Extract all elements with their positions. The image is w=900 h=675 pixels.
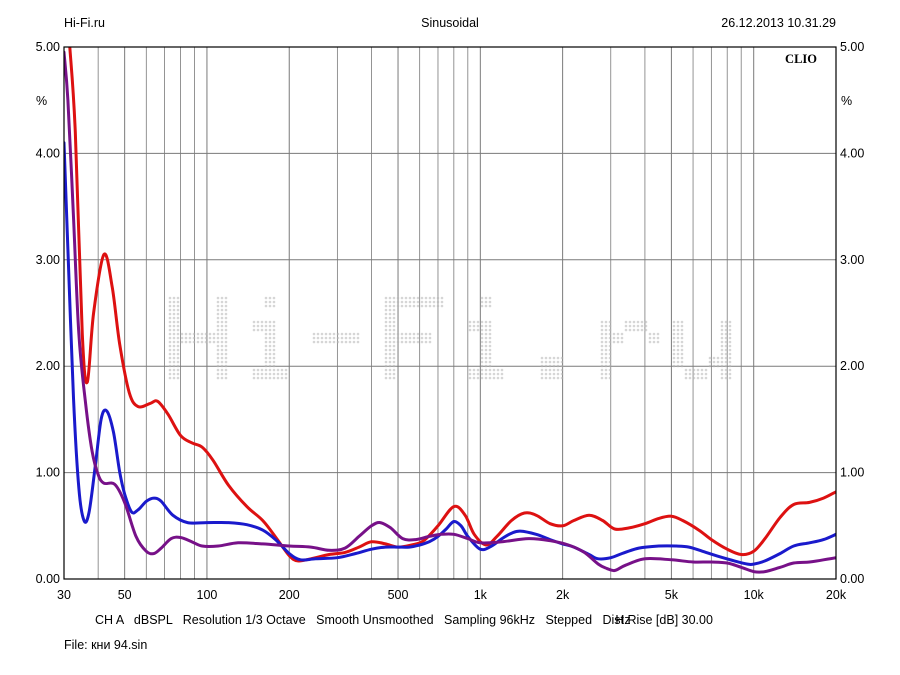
x-tick-label: 20k <box>826 588 847 602</box>
header-title: Sinusoidal <box>421 16 479 30</box>
header-date: 26.12.2013 10.31.29 <box>721 16 836 30</box>
watermark-logo <box>168 296 732 380</box>
series-line-2 <box>64 141 836 566</box>
x-tick-label: 500 <box>388 588 409 602</box>
y-tick-label-right: 5.00 <box>840 40 864 54</box>
y-tick-label-left: 5.00 <box>36 40 60 54</box>
y-tick-label-right: 0.00 <box>840 572 864 586</box>
x-tick-label: 2k <box>556 588 570 602</box>
x-tick-label: 10k <box>744 588 765 602</box>
x-tick-label: 100 <box>197 588 218 602</box>
y-tick-label-right: 1.00 <box>840 466 864 480</box>
x-tick-label: 5k <box>665 588 679 602</box>
grid <box>64 47 836 579</box>
y-tick-label-left: 1.00 <box>36 466 60 480</box>
series-line-3 <box>64 50 836 574</box>
series-group <box>64 47 836 574</box>
y-tick-label-left: 4.00 <box>36 146 60 160</box>
header-left: Hi-Fi.ru <box>64 16 105 30</box>
brand-label: CLIO <box>785 52 817 66</box>
measurement-settings: CH A dBSPL Resolution 1/3 Octave Smooth … <box>95 613 713 627</box>
y-axis-unit-left: % <box>36 94 47 108</box>
y-tick-label-left: 2.00 <box>36 359 60 373</box>
y-tick-label-right: 2.00 <box>840 359 864 373</box>
x-tick-label: 30 <box>57 588 71 602</box>
x-axis-unit: Hz <box>615 613 630 627</box>
y-tick-label-left: 3.00 <box>36 253 60 267</box>
y-tick-label-right: 3.00 <box>840 253 864 267</box>
x-tick-label: 1k <box>474 588 488 602</box>
y-tick-label-right: 4.00 <box>840 146 864 160</box>
y-tick-label-left: 0.00 <box>36 572 60 586</box>
x-tick-label: 200 <box>279 588 300 602</box>
series-line-1 <box>68 47 836 563</box>
y-axis-unit-right: % <box>841 94 852 108</box>
axis-ticks: 0.00 0.00 1.00 1.00 2.00 2.00 3.00 3.00 4.00 4.00… <box>36 40 865 602</box>
plot-background <box>64 47 836 579</box>
file-name: File: кни 94.sin <box>64 638 147 652</box>
plot-frame <box>63 46 837 580</box>
x-tick-label: 50 <box>118 588 132 602</box>
